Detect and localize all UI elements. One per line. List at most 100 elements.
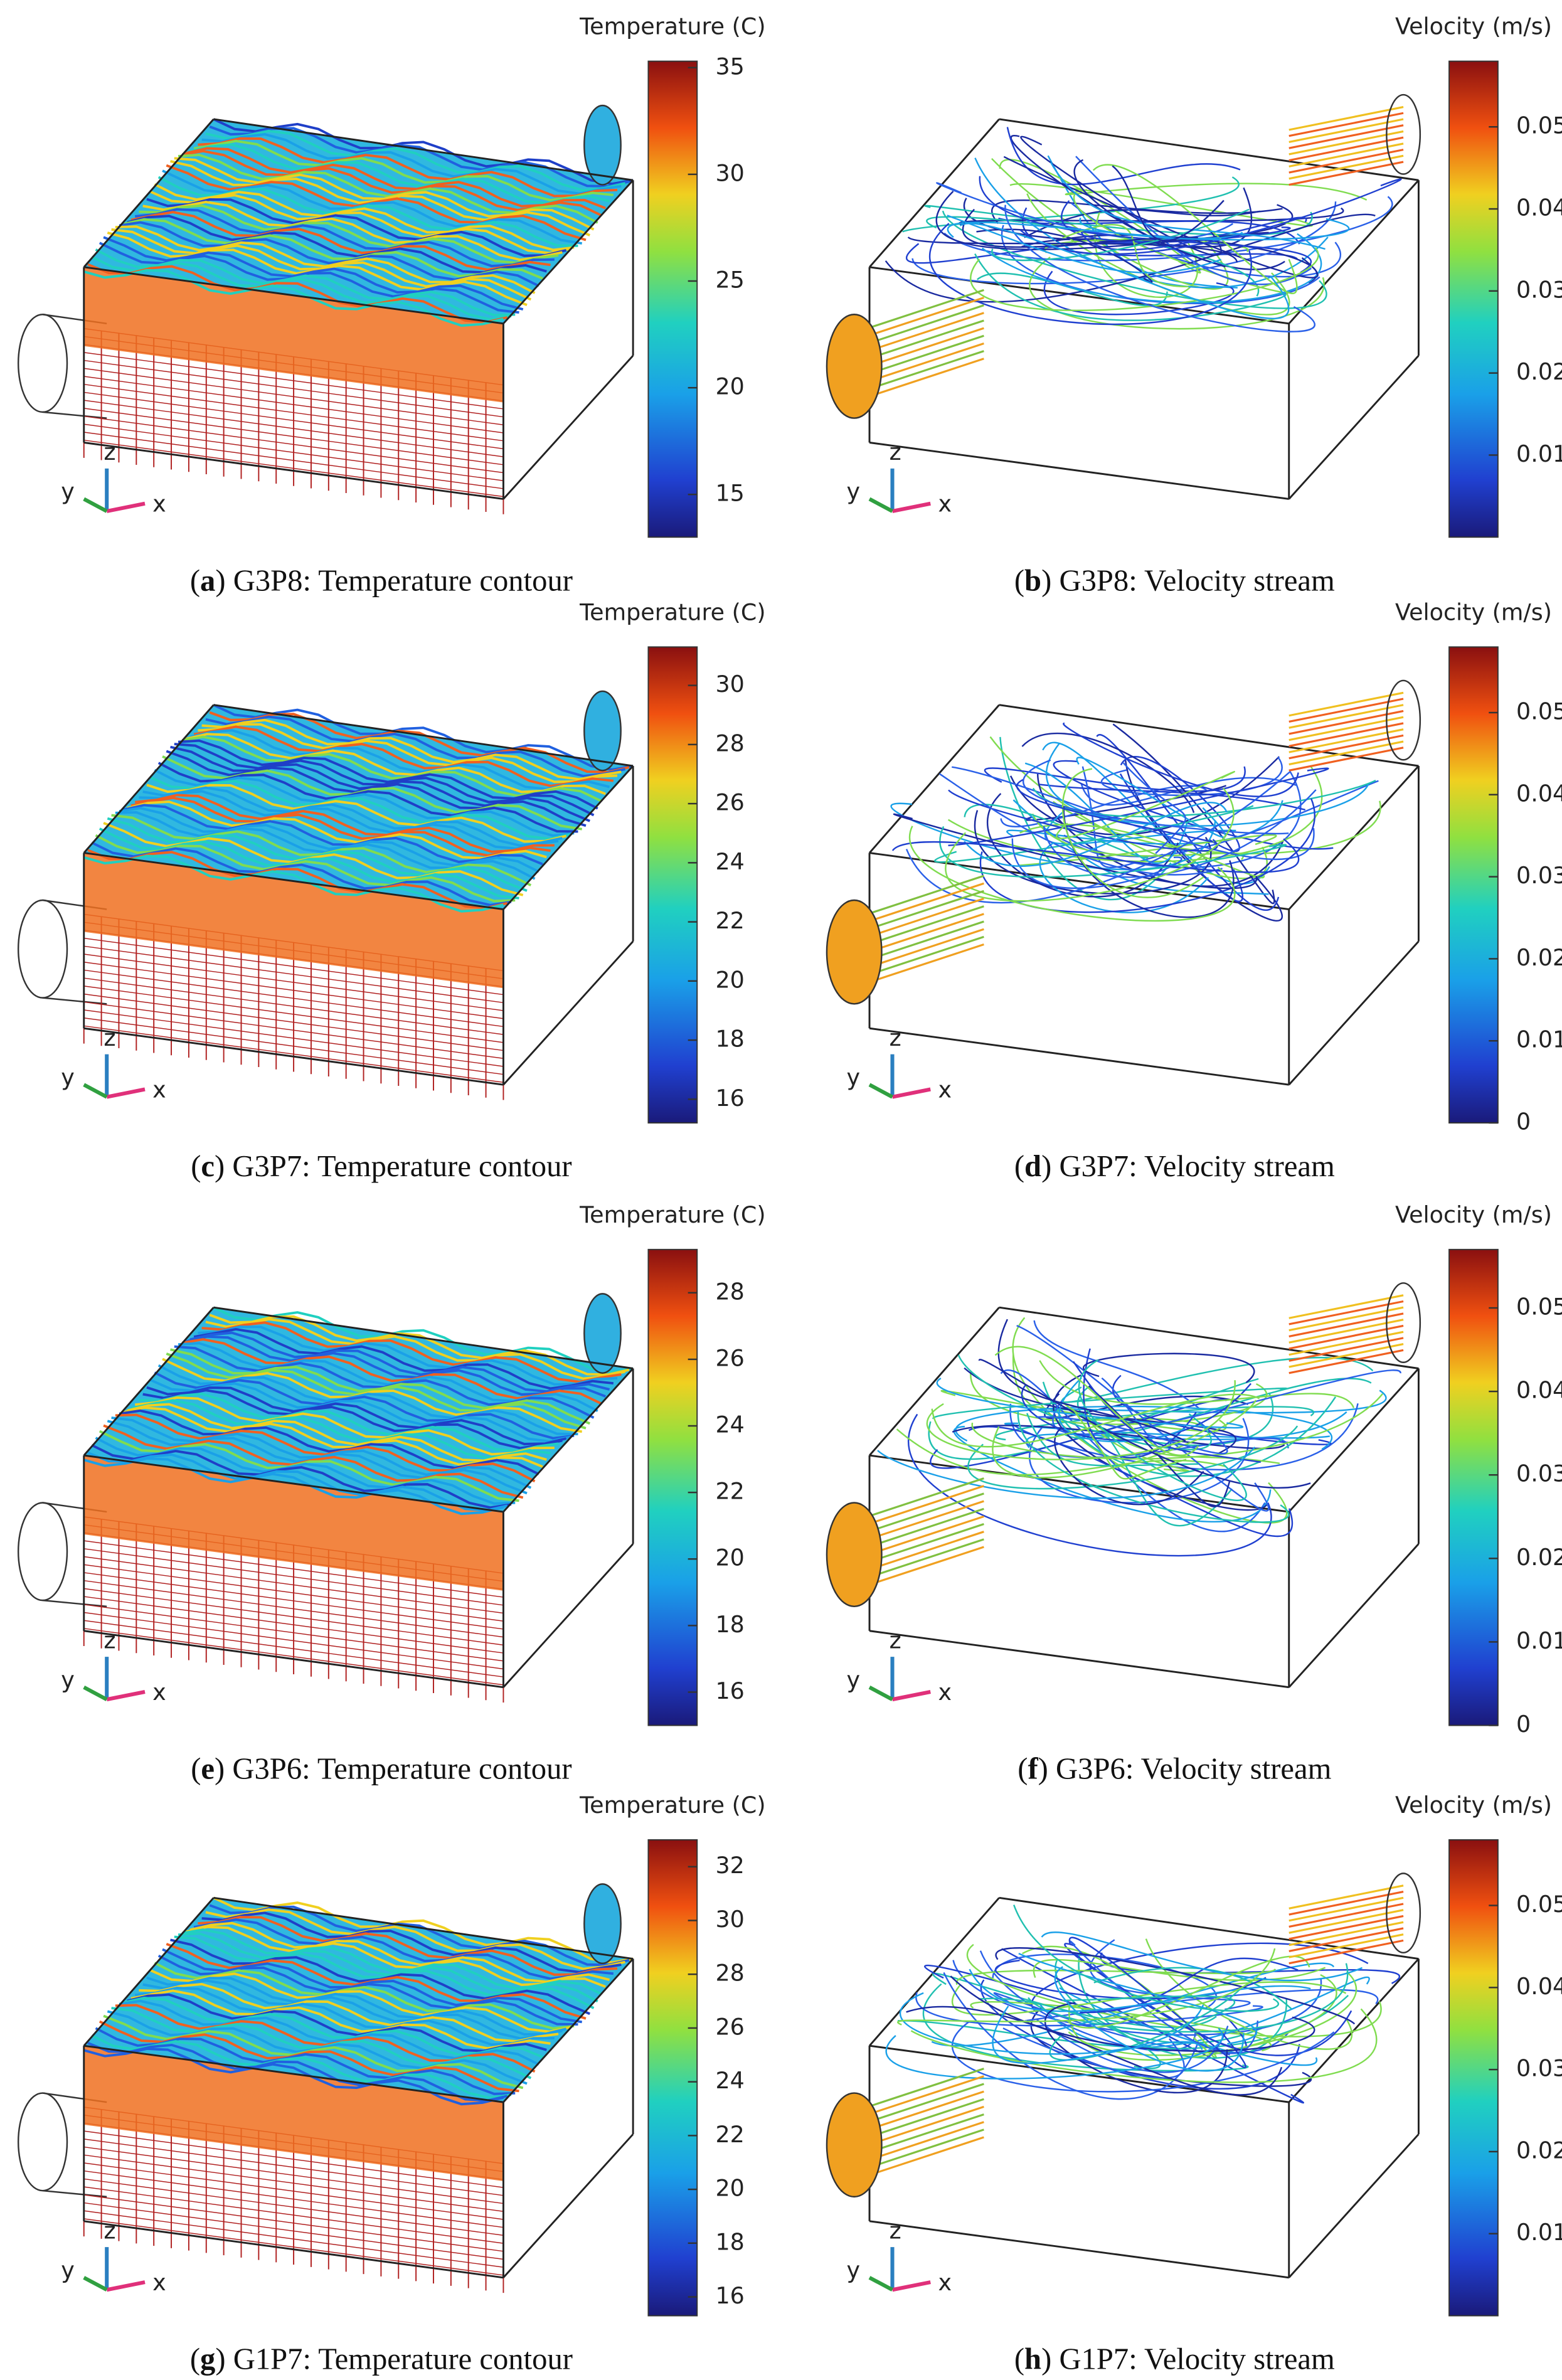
streamline — [213, 118, 634, 186]
panel: z x y Temperature (C) 16 18 20 22 24 26 28 30 (c) G3… — [17, 598, 766, 1183]
jet-line — [1288, 149, 1404, 174]
hatch — [83, 954, 504, 1011]
colorbar-tick-label: 18 — [715, 1611, 744, 1638]
hatch — [83, 1025, 504, 1083]
axis-y — [868, 1686, 893, 1701]
streamline — [122, 1406, 543, 1469]
streamline — [966, 1943, 1382, 2037]
colorbar-tick-label: 0.01 — [1516, 1026, 1562, 1053]
axis-label: y — [847, 1064, 861, 1091]
inlet — [17, 899, 68, 999]
hatch — [83, 408, 504, 465]
hatch — [83, 2186, 504, 2244]
streamline — [186, 733, 606, 795]
streamline — [189, 1921, 610, 1984]
box-edge — [83, 1307, 215, 1457]
streamline — [1000, 1369, 1266, 1533]
axis-y — [83, 1083, 108, 1099]
streamline — [139, 204, 559, 264]
hatch — [83, 2210, 504, 2268]
streamline — [122, 218, 543, 280]
streamline — [991, 199, 1283, 225]
streamline — [139, 1392, 559, 1453]
jet-line — [1288, 1933, 1404, 1958]
colorbar-tick-label: 22 — [715, 1478, 744, 1505]
box-edge — [502, 354, 634, 500]
streamline — [922, 1983, 1249, 2072]
colorbar-tick-label: 0.02 — [1516, 944, 1562, 971]
streamline — [1021, 732, 1195, 813]
jet-line — [1288, 1337, 1404, 1362]
caption-letter: c — [201, 1149, 215, 1183]
jet-line — [1288, 1891, 1404, 1916]
axis-label: x — [938, 1076, 952, 1103]
box-edge — [83, 2044, 504, 2103]
streamline — [928, 223, 1252, 326]
jet-line — [1288, 112, 1404, 137]
axis-label: z — [104, 2217, 115, 2244]
colorbar-tick-label: 30 — [715, 671, 744, 698]
colorbar-tick-label: 35 — [715, 53, 744, 80]
box-edge — [999, 1896, 1419, 1960]
colorbar-tick-label: 15 — [715, 480, 744, 507]
axis-x — [891, 501, 931, 513]
streamline — [189, 729, 610, 790]
streamline — [1039, 1360, 1355, 1408]
simulation-image: z x y — [17, 104, 634, 518]
jet-line — [854, 289, 984, 334]
streamline — [134, 1396, 555, 1456]
streamline — [1068, 1936, 1246, 2068]
streamline — [91, 2034, 512, 2100]
streamline — [166, 164, 587, 242]
caption-letter: e — [201, 1752, 215, 1786]
streamline — [953, 1425, 1272, 1522]
colorbar-tick-label: 0 — [1516, 1711, 1531, 1738]
axis-label: z — [104, 1024, 115, 1051]
streamline — [1004, 205, 1316, 332]
streamline — [959, 222, 1290, 319]
box-edge — [1288, 2133, 1420, 2278]
streamline — [1026, 1413, 1199, 1467]
streamline — [127, 1403, 547, 1462]
simulation-image: z x y — [826, 1873, 1421, 2296]
caption-letter: d — [1024, 1149, 1041, 1183]
jet-line — [1288, 1349, 1404, 1374]
hatch — [83, 1564, 504, 1622]
streamline — [186, 147, 606, 210]
streamline — [166, 1352, 587, 1430]
streamline — [127, 1993, 547, 2053]
streamline — [964, 1367, 1237, 1455]
streamline — [1083, 1348, 1197, 1458]
streamline — [1054, 1966, 1245, 2072]
colorbar-tick-label: 30 — [715, 159, 744, 186]
colorbar-tick-label: 0.04 — [1516, 1377, 1562, 1404]
panel: z x y Velocity (m/s) 0 0.01 0.02 0.03 0.04 0.05 (f… — [826, 1201, 1562, 1786]
colorbar-tick-label: 26 — [715, 789, 744, 816]
streamline — [213, 1896, 634, 1964]
caption-text: ) G1P7: Velocity stream — [1041, 2342, 1335, 2376]
caption-letter: h — [1024, 2342, 1041, 2376]
colorbar-title: Velocity (m/s) — [1395, 13, 1552, 40]
box-edge — [213, 118, 634, 181]
caption-open: ( — [1014, 1149, 1024, 1183]
box-edge — [868, 119, 1000, 268]
axis-label: z — [890, 2217, 901, 2244]
streamline — [1002, 2027, 1185, 2079]
caption: (b) G3P8: Velocity stream — [1014, 563, 1335, 597]
colorbar-title: Velocity (m/s) — [1395, 1201, 1552, 1228]
hatch — [83, 376, 504, 433]
streamline — [1073, 159, 1226, 268]
colorbar — [647, 646, 698, 1124]
colorbar-tick-label: 0 — [1516, 1108, 1531, 1135]
colorbar — [647, 1248, 698, 1726]
inlet — [17, 314, 68, 413]
inlet-edge — [42, 1599, 107, 1608]
streamline — [1006, 127, 1241, 186]
hatch — [83, 400, 504, 457]
axis-label: y — [847, 478, 861, 505]
box-edge — [502, 940, 634, 1086]
jet-line — [1288, 118, 1404, 144]
colorbar-tick-label: 18 — [715, 1026, 744, 1053]
streamline — [139, 1982, 559, 2043]
